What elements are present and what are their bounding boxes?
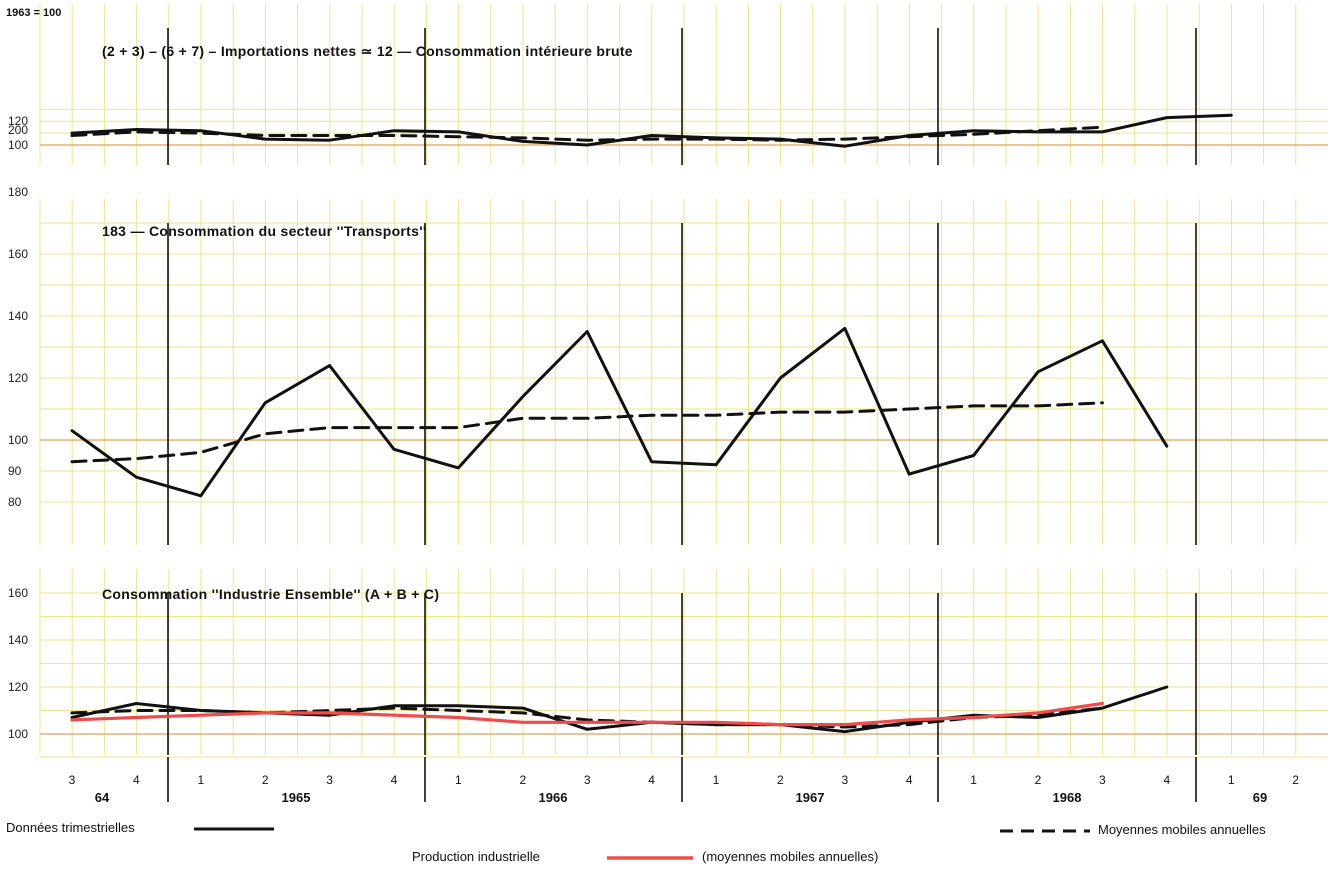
x-quarter-label: 2: [777, 773, 784, 787]
series-line-moyennes-mobiles: [70, 706, 1104, 729]
x-quarter-label: 3: [584, 773, 591, 787]
y-tick-label: 120: [8, 371, 28, 385]
x-quarter-label: 3: [69, 773, 76, 787]
year-separators: [167, 28, 1197, 802]
series-line-trimestrielles: [70, 326, 1169, 498]
y-tick-label: 90: [8, 464, 22, 478]
y-tick-label: 200: [8, 123, 28, 137]
y-tick-label: 100: [8, 138, 28, 152]
x-quarter-label: 2: [262, 773, 269, 787]
y-tick-label: 120: [8, 680, 28, 694]
panel-title-transports: 183 — Consommation du secteur ''Transpor…: [102, 223, 426, 239]
legend-label-production: Production industrielle: [412, 849, 540, 864]
series-line-moyennes-mobiles: [70, 401, 1104, 464]
series-line-moyennes-mobiles: [70, 125, 1104, 142]
label-layer: 1001208090100120140160180200100120140160…: [8, 114, 1299, 805]
x-quarter-label: 4: [391, 773, 398, 787]
legend-swatch-red: [607, 856, 693, 860]
series-line-production-industrielle: [70, 701, 1104, 727]
y-tick-label: 180: [8, 185, 28, 199]
x-quarter-label: 1: [455, 773, 462, 787]
x-quarter-label: 4: [133, 773, 140, 787]
legend-swatch-dashed: [1000, 829, 1090, 833]
y-tick-label: 80: [8, 495, 22, 509]
y-tick-label: 160: [8, 247, 28, 261]
y-tick-label: 140: [8, 309, 28, 323]
x-quarter-label: 1: [197, 773, 204, 787]
x-quarter-label: 3: [1099, 773, 1106, 787]
panel-title-industrie: Consommation ''Industrie Ensemble'' (A +…: [102, 586, 439, 602]
x-year-label: 1968: [1053, 790, 1082, 805]
x-quarter-label: 3: [841, 773, 848, 787]
x-quarter-label: 1: [713, 773, 720, 787]
y-tick-label: 120: [8, 114, 28, 128]
series-layer: [70, 113, 1233, 734]
y-tick-label: 100: [8, 433, 28, 447]
legend-label-trimestrielles: Données trimestrielles: [6, 820, 135, 835]
x-year-label: 1965: [282, 790, 311, 805]
x-year-label: 64: [95, 790, 110, 805]
x-year-label: 1966: [539, 790, 568, 805]
x-quarter-label: 2: [519, 773, 526, 787]
x-quarter-label: 1: [1228, 773, 1235, 787]
grid-layer: [39, 4, 1328, 758]
legend-label-mobiles: Moyennes mobiles annuelles: [1098, 822, 1266, 837]
x-quarter-label: 1: [970, 773, 977, 787]
y-tick-label: 100: [8, 727, 28, 741]
base-label: 1963 = 100: [6, 7, 61, 19]
x-year-label: 69: [1253, 790, 1267, 805]
legend-swatch-solid: [194, 827, 274, 831]
panel-title-consommation-brute: (2 + 3) – (6 + 7) – Importations nettes …: [102, 43, 633, 59]
y-tick-label: 140: [8, 633, 28, 647]
x-quarter-label: 3: [326, 773, 333, 787]
x-quarter-label: 2: [1035, 773, 1042, 787]
x-quarter-label: 4: [906, 773, 913, 787]
x-quarter-label: 4: [1163, 773, 1170, 787]
x-quarter-label: 4: [648, 773, 655, 787]
series-line-trimestrielles: [70, 113, 1233, 148]
legend-label-production-note: (moyennes mobiles annuelles): [702, 849, 879, 864]
x-quarter-label: 2: [1292, 773, 1299, 787]
x-year-label: 1967: [796, 790, 825, 805]
y-tick-label: 160: [8, 586, 28, 600]
